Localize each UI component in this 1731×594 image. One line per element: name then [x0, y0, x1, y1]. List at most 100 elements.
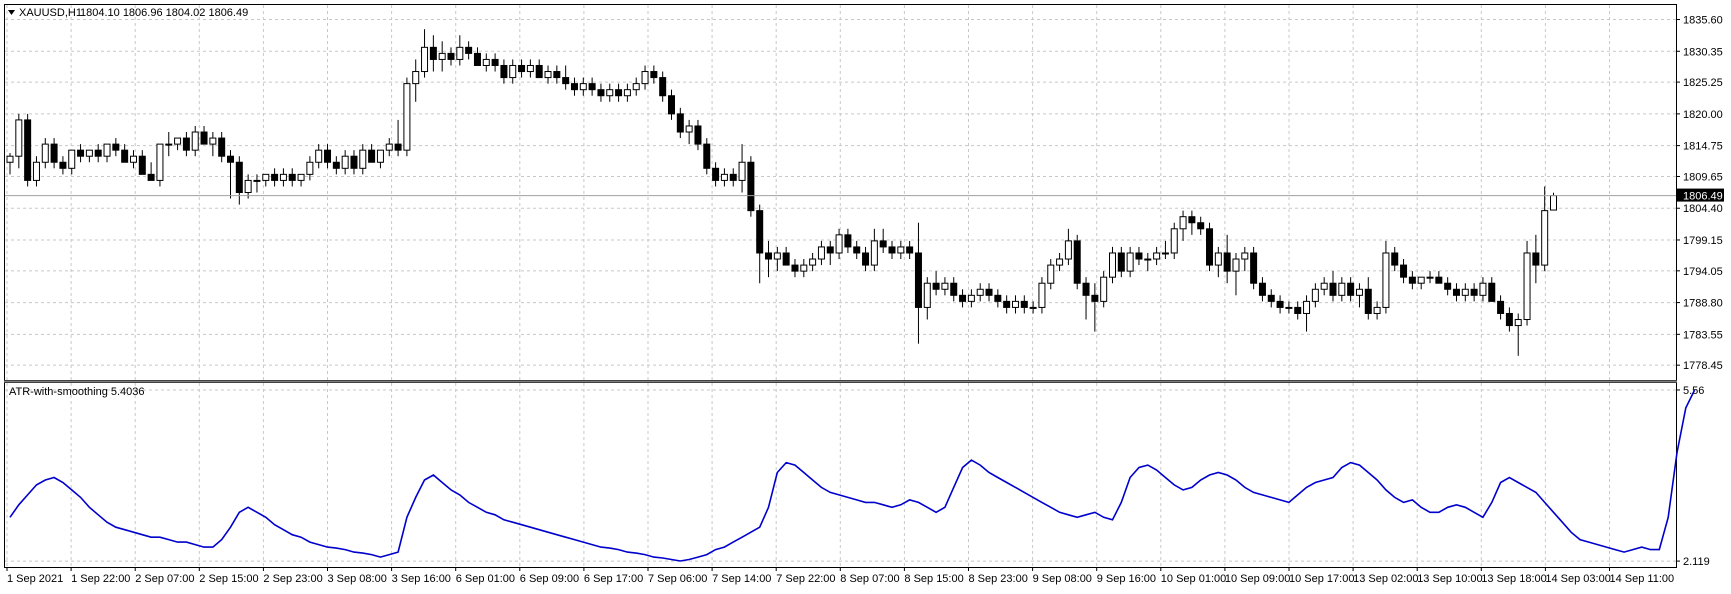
candle-body-bullish	[1047, 264, 1055, 284]
candle-body-bullish	[209, 137, 217, 145]
candle	[853, 240, 861, 260]
candle-body-bearish	[729, 173, 737, 181]
candle	[297, 173, 305, 187]
candle	[553, 65, 561, 84]
candle-body-bullish	[1100, 276, 1108, 302]
candle	[712, 162, 720, 187]
candle	[1161, 240, 1169, 260]
candle-body-bullish	[244, 179, 252, 194]
candle-body-bullish	[1161, 252, 1169, 255]
candle	[959, 289, 967, 308]
time-tick-label: 6 Sep 01:00	[456, 573, 515, 585]
current-price-label: 1806.49	[1683, 191, 1723, 203]
candle-body-bearish	[394, 143, 402, 151]
candle-body-bullish	[41, 143, 49, 163]
candle-body-bearish	[676, 113, 684, 133]
time-tick-label: 8 Sep 23:00	[969, 573, 1028, 585]
candle-body-bullish	[1382, 252, 1390, 308]
candle-body-bullish	[6, 155, 14, 163]
candle	[1400, 259, 1408, 284]
time-tick-label: 13 Sep 18:00	[1481, 573, 1546, 585]
candle	[1355, 283, 1363, 308]
candle	[941, 277, 949, 296]
candle	[1505, 307, 1513, 332]
time-tick-label: 7 Sep 14:00	[712, 573, 771, 585]
candle-body-bullish	[359, 149, 367, 169]
candle	[385, 138, 393, 157]
candle	[1488, 277, 1496, 302]
candle-body-bullish	[967, 294, 975, 302]
candle	[765, 240, 773, 278]
candle-body-bearish	[59, 161, 67, 169]
candle	[668, 89, 675, 120]
candle	[862, 246, 870, 272]
candle-body-bullish	[1153, 252, 1161, 260]
candle-body-bullish	[809, 258, 817, 266]
candle-body-bullish	[835, 234, 843, 254]
candle	[1029, 301, 1037, 314]
chart-header: XAUUSD,H1 1804.10 1806.96 1804.02 1806.4…	[8, 7, 248, 19]
candle-body-bearish	[121, 149, 129, 163]
candle-body-bullish	[253, 179, 261, 182]
candle	[447, 47, 455, 66]
candle-body-bearish	[1497, 300, 1505, 314]
candle	[376, 149, 384, 169]
candle	[482, 53, 490, 72]
symbol-label: XAUUSD,H1	[19, 7, 82, 19]
candle	[253, 174, 261, 193]
candle	[897, 240, 905, 260]
candle	[68, 149, 76, 175]
candle-body-bearish	[1206, 228, 1214, 266]
candle	[1153, 246, 1161, 266]
time-tick-label: 9 Sep 08:00	[1033, 573, 1092, 585]
candle	[24, 113, 32, 187]
candle-body-bearish	[368, 149, 376, 163]
candle-body-bearish	[218, 137, 226, 157]
candle	[438, 41, 446, 72]
candle-body-bullish	[438, 52, 446, 60]
candle-body-bearish	[1003, 300, 1011, 308]
candle-body-bearish	[227, 155, 234, 163]
candle	[720, 168, 728, 187]
candle	[756, 204, 764, 284]
candle	[1170, 222, 1178, 260]
candle-body-bullish	[1550, 195, 1557, 211]
candle	[1258, 277, 1266, 302]
time-tick-label: 8 Sep 07:00	[840, 573, 899, 585]
candle-body-bearish	[429, 46, 437, 60]
candle	[403, 77, 411, 157]
candle	[500, 59, 508, 84]
candle	[659, 71, 667, 102]
candle	[1303, 295, 1311, 332]
candle	[579, 77, 587, 96]
price-tick-label: 1809.65	[1683, 171, 1723, 183]
candle	[1109, 246, 1116, 284]
candle	[570, 77, 578, 96]
candle-body-bearish	[1188, 216, 1196, 224]
candle	[1452, 283, 1460, 302]
candle	[165, 132, 173, 157]
candle-body-bullish	[897, 246, 905, 254]
candle-body-bearish	[1082, 282, 1090, 296]
candle	[50, 138, 58, 169]
candle	[147, 162, 155, 181]
candle-body-bearish	[535, 64, 543, 79]
candle	[747, 156, 755, 217]
candle	[888, 240, 896, 260]
candle-body-bullish	[1064, 240, 1072, 260]
candle	[1011, 295, 1019, 314]
candle-body-bearish	[182, 137, 190, 151]
candle-body-bearish	[1197, 222, 1205, 230]
candle-body-bearish	[1452, 288, 1460, 296]
candle-body-bearish	[844, 234, 852, 248]
time-axis: 1 Sep 2021 1 Sep 22:00 2 Sep 07:00 2 Sep 15…	[6, 567, 1674, 585]
candle	[1206, 222, 1214, 272]
collapse-triangle-icon[interactable]	[8, 10, 15, 15]
candle-body-bearish	[1435, 276, 1443, 284]
atr-series-line	[9, 389, 1696, 562]
candle-body-bullish	[800, 264, 808, 272]
candle-body-bullish	[526, 64, 534, 73]
candle	[1064, 228, 1072, 266]
